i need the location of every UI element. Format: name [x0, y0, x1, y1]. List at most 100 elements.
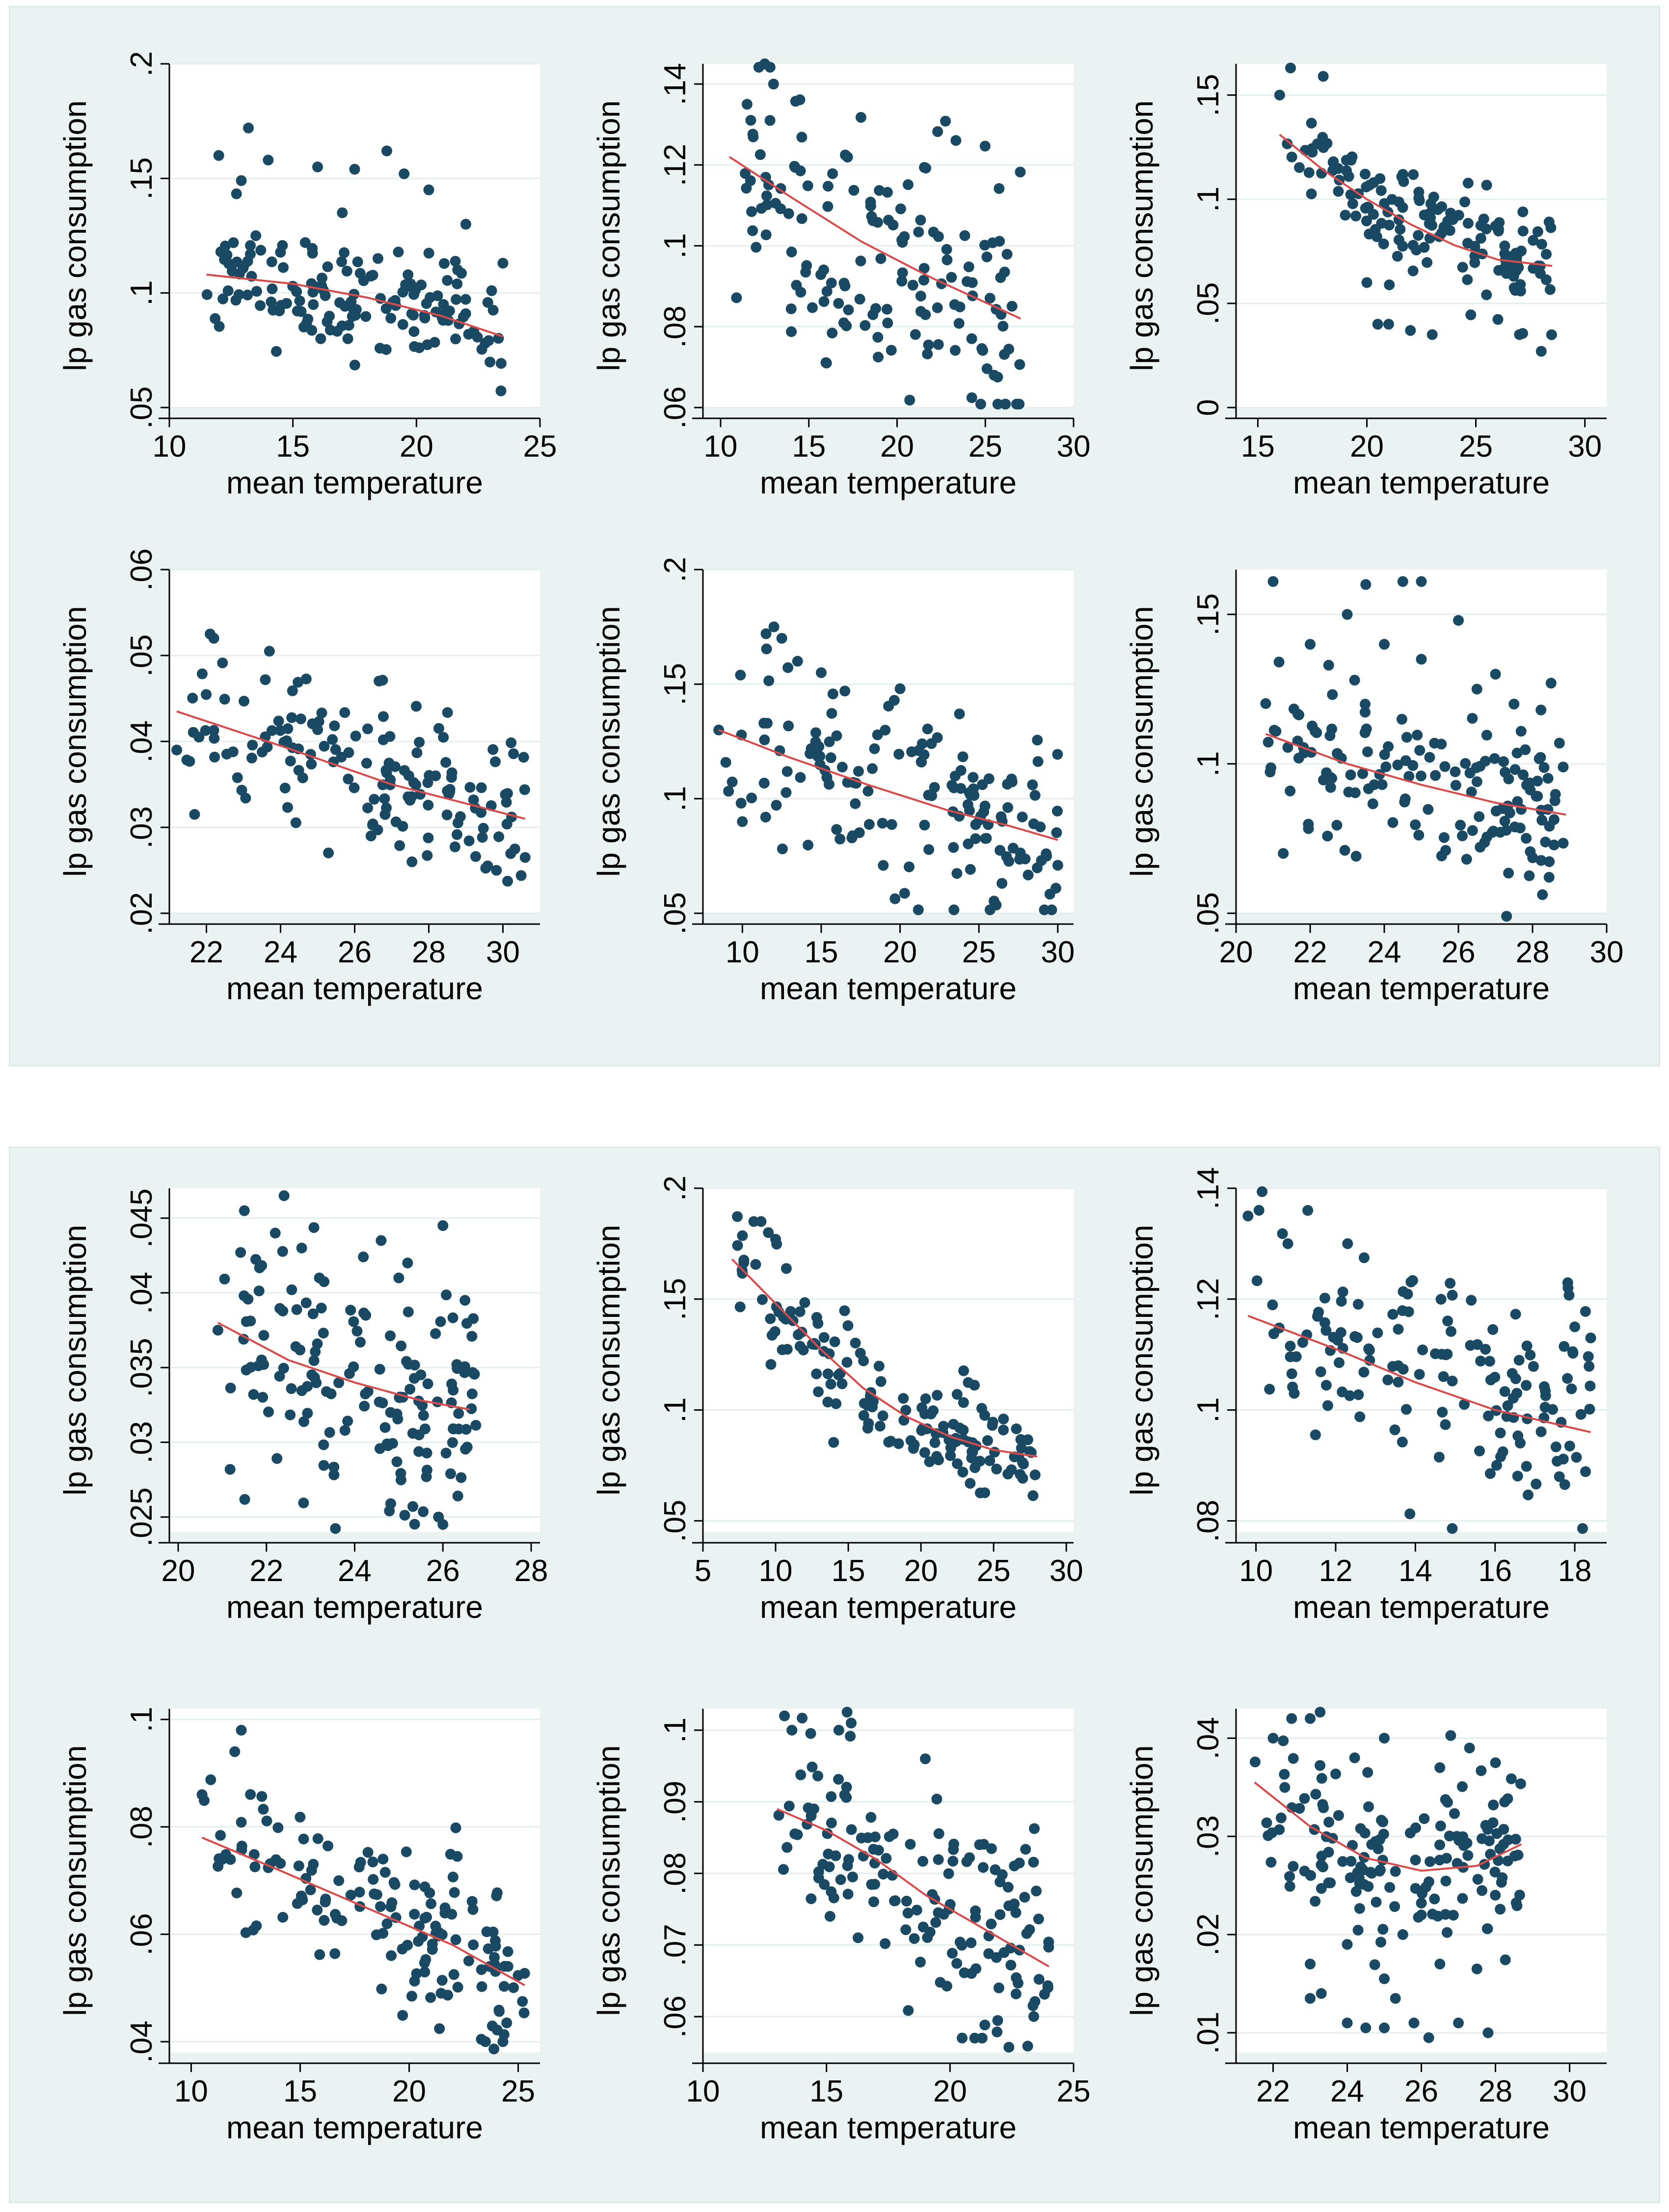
- data-point: [1488, 1800, 1499, 1811]
- data-point: [1362, 201, 1373, 213]
- data-point: [734, 1301, 746, 1312]
- data-point: [964, 1852, 975, 1863]
- data-point: [917, 1921, 929, 1933]
- data-point: [875, 1376, 887, 1387]
- data-point: [1032, 735, 1043, 746]
- data-point: [1508, 271, 1519, 282]
- data-point: [380, 765, 392, 776]
- data-point: [831, 1398, 842, 1409]
- data-point: [403, 1359, 414, 1370]
- data-point: [1457, 830, 1468, 842]
- data-point: [815, 667, 827, 678]
- data-point: [324, 1427, 335, 1438]
- data-point: [519, 852, 531, 863]
- data-point: [773, 1809, 784, 1821]
- data-point: [393, 1272, 404, 1284]
- data-point: [798, 1344, 809, 1356]
- data-point: [1511, 1388, 1523, 1399]
- data-point: [495, 385, 507, 397]
- data-point: [1307, 720, 1318, 732]
- data-point: [1510, 1309, 1521, 1320]
- data-point: [1317, 132, 1328, 143]
- data-points: [171, 628, 531, 887]
- data-point: [236, 785, 247, 796]
- data-point: [266, 296, 277, 307]
- data-point: [1010, 1988, 1022, 1999]
- data-point: [1462, 274, 1473, 285]
- data-point: [1384, 279, 1395, 291]
- data-point: [953, 318, 965, 329]
- y-tick-label: .08: [125, 1806, 159, 1848]
- data-point: [932, 732, 943, 743]
- data-point: [1016, 1443, 1027, 1454]
- data-point: [374, 1364, 385, 1375]
- y-tick-label: .2: [125, 51, 159, 77]
- data-point: [466, 1388, 478, 1399]
- data-point: [1562, 1373, 1573, 1384]
- data-point: [1520, 744, 1531, 755]
- data-point: [1275, 1812, 1287, 1824]
- data-point: [1390, 1866, 1401, 1877]
- data-point: [1514, 1889, 1525, 1901]
- data-point: [760, 812, 771, 823]
- data-point: [1543, 872, 1555, 883]
- data-point: [1440, 1875, 1452, 1886]
- data-point: [806, 1893, 817, 1905]
- data-point: [421, 1471, 432, 1482]
- data-point: [466, 1331, 478, 1342]
- data-point: [1571, 1451, 1582, 1463]
- data-point: [323, 1840, 334, 1852]
- data-point: [1400, 755, 1411, 766]
- data-point: [1511, 747, 1523, 759]
- data-point: [841, 1707, 853, 1718]
- data-point: [948, 842, 959, 853]
- plot-area: [703, 64, 1074, 408]
- data-point: [1018, 1458, 1029, 1470]
- data-point: [764, 115, 776, 126]
- data-point: [760, 628, 772, 639]
- data-point: [1450, 780, 1461, 791]
- data-point: [958, 1397, 969, 1408]
- data-point: [1540, 248, 1552, 260]
- data-point: [1474, 811, 1485, 822]
- y-tick-label: .08: [658, 305, 692, 348]
- data-point: [286, 1383, 297, 1394]
- data-point: [200, 725, 211, 736]
- data-point: [1506, 1773, 1517, 1784]
- data-point: [312, 1833, 323, 1844]
- data-point: [1387, 1309, 1399, 1320]
- data-point: [932, 1390, 943, 1401]
- data-point: [385, 1901, 397, 1912]
- data-point: [1465, 1340, 1476, 1351]
- data-point: [1318, 774, 1329, 786]
- data-point: [298, 1416, 310, 1427]
- data-point: [1310, 1896, 1321, 1907]
- data-point: [243, 122, 254, 134]
- data-point: [1462, 1850, 1474, 1861]
- data-point: [1538, 762, 1550, 773]
- data-point: [868, 1844, 879, 1855]
- x-tick-label: 22: [1256, 2075, 1290, 2108]
- plot-area: [703, 1709, 1074, 2052]
- data-point: [1032, 756, 1044, 767]
- data-point: [913, 226, 924, 238]
- y-tick-label: .15: [658, 1278, 692, 1320]
- data-point: [1006, 1464, 1017, 1475]
- data-point: [1285, 62, 1296, 74]
- data-point: [367, 270, 378, 281]
- data-point: [1485, 1374, 1496, 1386]
- data-point: [209, 751, 220, 763]
- y-tick-label: .06: [658, 386, 692, 429]
- data-point: [1451, 1830, 1462, 1842]
- fitted-curve: [1254, 1781, 1522, 1872]
- data-point: [476, 1964, 487, 1975]
- data-point: [1359, 699, 1371, 710]
- data-point: [312, 1338, 323, 1349]
- y-axis-title: lp gas consumption: [57, 1745, 93, 2016]
- data-point: [920, 1753, 931, 1765]
- data-point: [1015, 166, 1026, 178]
- plot-area: [169, 64, 540, 408]
- data-point: [1536, 239, 1547, 250]
- data-point: [955, 765, 967, 776]
- data-point: [1322, 830, 1333, 842]
